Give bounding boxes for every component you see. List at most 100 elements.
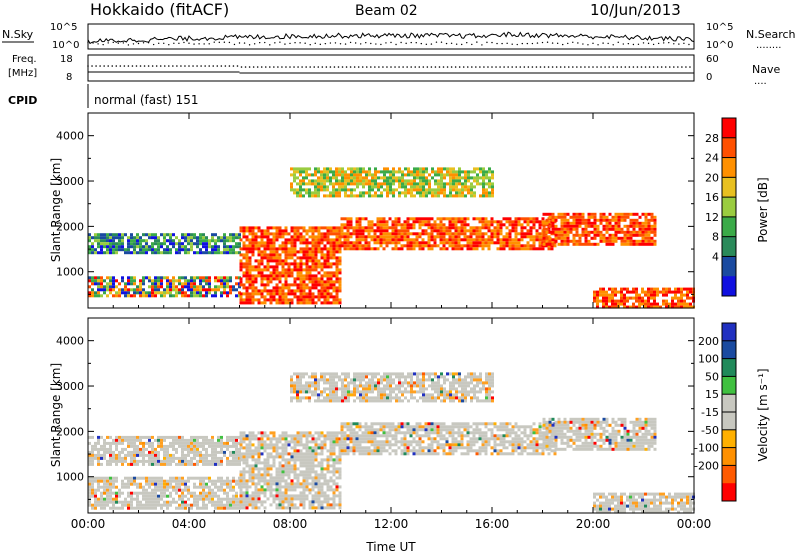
heatmap-cell	[335, 176, 338, 180]
heatmap-cell	[668, 290, 671, 294]
heatmap-cell	[611, 305, 614, 309]
heatmap-cell	[260, 452, 264, 456]
heatmap-cell	[205, 435, 208, 439]
heatmap-cell	[269, 464, 273, 468]
y-tick-label: 1000	[56, 266, 84, 279]
heatmap-cell	[593, 236, 597, 240]
heatmap-cell	[266, 274, 270, 278]
heatmap-cell	[151, 488, 154, 492]
heatmap-cell	[251, 431, 255, 435]
heatmap-cell	[349, 440, 353, 444]
heatmap-cell	[349, 244, 353, 248]
heatmap-cell	[430, 235, 434, 239]
heatmap-cell	[254, 464, 258, 468]
nave-dot	[636, 66, 639, 68]
heatmap-cell	[320, 277, 324, 281]
heatmap-cell	[593, 296, 596, 300]
heatmap-cell	[326, 470, 330, 474]
heatmap-cell	[590, 236, 594, 240]
nave-dot	[228, 65, 231, 67]
heatmap-cell	[124, 500, 127, 504]
heatmap-cell	[190, 503, 193, 507]
heatmap-cell	[91, 479, 94, 483]
heatmap-cell	[251, 500, 255, 504]
heatmap-cell	[260, 440, 264, 444]
heatmap-cell	[409, 217, 413, 221]
heatmap-cell	[476, 182, 479, 186]
heatmap-cell	[653, 299, 656, 303]
heatmap-cell	[413, 185, 416, 189]
heatmap-cell	[103, 488, 106, 492]
noise-search-dot	[309, 44, 311, 46]
heatmap-cell	[520, 217, 524, 221]
heatmap-cell	[254, 298, 258, 302]
heatmap-cell	[308, 289, 312, 293]
heatmap-cell	[238, 242, 241, 246]
heatmap-cell	[644, 230, 648, 234]
heatmap-cell	[311, 262, 315, 266]
heatmap-cell	[686, 302, 689, 306]
heatmap-cell	[91, 462, 94, 466]
heatmap-cell	[323, 298, 327, 302]
heatmap-cell	[428, 191, 431, 195]
heatmap-cell	[554, 230, 558, 234]
heatmap-cell	[305, 191, 308, 195]
heatmap-cell	[260, 434, 264, 438]
heatmap-cell	[364, 431, 368, 435]
heatmap-cell	[263, 253, 267, 257]
heatmap-cell	[229, 288, 232, 292]
heatmap-cell	[281, 464, 285, 468]
noise-right-tick-top: 10^5	[706, 22, 733, 33]
heatmap-cell	[223, 285, 226, 289]
heatmap-cell	[284, 506, 288, 510]
heatmap-cell	[214, 248, 217, 252]
heatmap-cell	[166, 494, 169, 498]
heatmap-cell	[511, 238, 515, 242]
heatmap-cell	[358, 235, 362, 239]
heatmap-cell	[464, 185, 467, 189]
heatmap-cell	[242, 262, 246, 266]
heatmap-cell	[91, 291, 94, 295]
heatmap-cell	[278, 256, 282, 260]
heatmap-cell	[329, 226, 333, 230]
heatmap-cell	[488, 194, 491, 198]
heatmap-cell	[305, 167, 308, 171]
noise-search-dot	[370, 42, 372, 45]
heatmap-cell	[284, 497, 288, 501]
heatmap-cell	[196, 242, 199, 246]
heatmap-cell	[278, 262, 282, 266]
heatmap-cell	[683, 302, 686, 306]
heatmap-cell	[671, 305, 674, 309]
heatmap-cell	[314, 440, 318, 444]
heatmap-cell	[127, 441, 130, 445]
heatmap-cell	[428, 185, 431, 189]
heatmap-cell	[358, 452, 362, 456]
heatmap-cell	[133, 459, 136, 463]
heatmap-cell	[142, 476, 145, 480]
noise-right-label: N.Search	[746, 28, 796, 41]
heatmap-cell	[332, 295, 336, 299]
heatmap-cell	[257, 446, 261, 450]
heatmap-cell	[208, 288, 211, 292]
nave-dot	[224, 65, 227, 67]
heatmap-cell	[460, 232, 464, 236]
heatmap-cell	[416, 185, 419, 189]
heatmap-cell	[91, 476, 94, 480]
heatmap-cell	[323, 170, 326, 174]
heatmap-cell	[272, 482, 276, 486]
heatmap-cell	[187, 294, 190, 298]
heatmap-cell	[239, 259, 243, 263]
heatmap-cell	[355, 437, 359, 441]
heatmap-cell	[220, 441, 223, 445]
heatmap-cell	[217, 248, 220, 252]
noise-search-dot	[294, 42, 296, 44]
heatmap-cell	[127, 462, 130, 466]
heatmap-cell	[278, 292, 282, 296]
heatmap-cell	[305, 476, 309, 480]
heatmap-cell	[311, 449, 315, 453]
heatmap-cell	[398, 176, 401, 180]
heatmap-cell	[112, 491, 115, 495]
heatmap-cell	[335, 226, 339, 230]
heatmap-cell	[305, 446, 309, 450]
heatmap-cell	[169, 282, 172, 286]
